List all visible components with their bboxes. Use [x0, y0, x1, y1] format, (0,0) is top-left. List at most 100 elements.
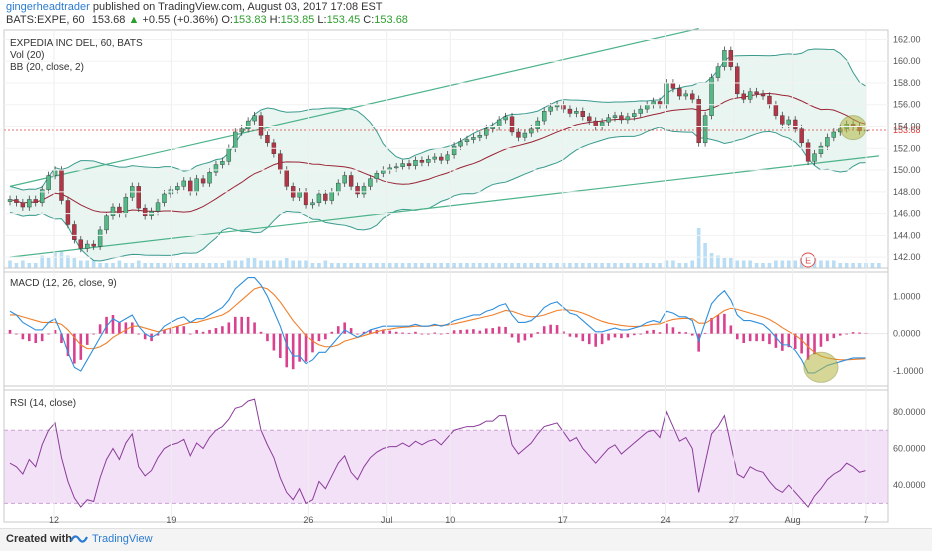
high-label: H:	[269, 14, 281, 26]
macd-histogram-bar	[452, 330, 456, 334]
macd-histogram-bar	[832, 333, 836, 339]
macd-histogram-bar	[143, 333, 147, 340]
x-tick-label: Aug	[785, 515, 801, 525]
volume-bar	[78, 260, 83, 268]
candle-body	[638, 108, 643, 114]
macd-histogram-bar	[684, 332, 688, 334]
volume-bar	[478, 263, 482, 268]
candle-body	[393, 166, 399, 169]
candle-body	[786, 119, 791, 125]
candle-body	[181, 180, 186, 187]
author-link[interactable]: gingerheadtrader	[6, 1, 90, 13]
macd-highlight-circle[interactable]	[803, 351, 839, 383]
price-highlight-circle[interactable]	[839, 115, 867, 141]
volume-bar	[471, 263, 476, 268]
macd-histogram-bar	[124, 322, 128, 334]
macd-histogram-bar	[478, 330, 482, 334]
candle-body	[200, 178, 206, 184]
volume-bar	[503, 263, 508, 268]
candle-body	[155, 202, 161, 212]
macd-histogram-bar	[246, 316, 250, 334]
volume-bar	[259, 260, 263, 268]
macd-histogram-bar	[266, 333, 269, 342]
volume-bar	[265, 260, 270, 268]
volume-bar	[130, 263, 135, 268]
volume-bar	[626, 263, 630, 268]
candle-body	[760, 93, 766, 97]
macd-histogram-bar	[420, 333, 424, 335]
volume-bar	[278, 260, 283, 268]
candle-body	[599, 121, 605, 127]
macd-histogram-bar	[523, 333, 527, 341]
candle-body	[728, 50, 734, 67]
macd-pane[interactable]	[4, 277, 888, 383]
macd-histogram-bar	[774, 333, 778, 348]
candle-body	[226, 148, 232, 162]
publish-line: gingerheadtrader published on TradingVie…	[6, 1, 383, 13]
volume-bar	[709, 253, 714, 268]
macd-histogram-bar	[748, 333, 752, 342]
volume-bar	[214, 263, 218, 268]
volume-bar	[490, 263, 495, 268]
candle-body	[606, 117, 611, 123]
candle-body	[432, 156, 437, 160]
price-tick-label: 150.00	[893, 165, 921, 175]
tradingview-brand-link[interactable]: TradingView	[92, 533, 153, 545]
macd-histogram-bar	[85, 333, 89, 345]
volume-bar	[342, 263, 347, 268]
close-label: C:	[363, 14, 375, 26]
macd-histogram-bar	[465, 329, 469, 334]
chart-header: gingerheadtrader published on TradingVie…	[0, 0, 932, 28]
symbol-label: BATS:EXPE, 60	[6, 14, 85, 26]
chart-area[interactable]: 153.68 E 12 19 26 Jul 10 17 24 27 Aug 7 142.00 144.0…	[0, 28, 932, 526]
ohlc-line: BATS:EXPE, 60 153.68 ▲ +0.55 (+0.36%) O:…	[6, 14, 408, 26]
volume-bar	[85, 260, 90, 268]
up-arrow-icon: ▲	[128, 14, 140, 26]
candle-body	[535, 120, 540, 129]
volume-bar	[722, 258, 727, 268]
macd-histogram-bar	[459, 329, 462, 334]
volume-bar	[535, 263, 540, 268]
macd-histogram-bar	[439, 333, 443, 335]
macd-histogram-bar	[330, 331, 334, 334]
volume-bar	[246, 258, 250, 268]
macd-histogram-bar	[710, 317, 713, 334]
candle-body	[831, 131, 837, 138]
macd-histogram-bar	[781, 333, 784, 351]
candle-body	[812, 153, 817, 162]
earnings-marker-icon[interactable]	[800, 252, 816, 268]
candle-body	[587, 116, 592, 122]
candle-body	[284, 169, 289, 187]
macd-histogram-bar	[343, 322, 346, 334]
candle-body	[342, 175, 347, 184]
candle-body	[316, 193, 322, 203]
volume-bar	[181, 263, 186, 268]
macd-histogram-bar	[755, 333, 758, 342]
macd-line	[9, 277, 866, 374]
channel-upper-line[interactable]	[9, 28, 699, 187]
candle-body	[20, 202, 26, 208]
volume-bar	[568, 263, 572, 268]
footer: Created with TradingView	[0, 528, 932, 551]
candle-body	[194, 178, 199, 193]
price-pane[interactable]: 153.68 E	[4, 28, 928, 268]
volume-bar	[484, 263, 489, 268]
macd-histogram-bar	[735, 333, 739, 340]
macd-histogram-bar	[240, 316, 243, 334]
macd-histogram-bar	[536, 332, 540, 334]
macd-histogram-bar	[336, 326, 340, 334]
candle-body	[7, 199, 13, 202]
volume-bar	[452, 263, 456, 268]
volume-bar	[310, 263, 315, 268]
macd-histogram-bar	[517, 333, 520, 343]
candle-body	[265, 135, 270, 144]
candle-body	[336, 182, 341, 193]
rsi-pane[interactable]	[4, 398, 888, 508]
volume-bar	[40, 255, 44, 268]
candle-body	[773, 104, 779, 116]
volume-bar	[729, 258, 733, 268]
macd-histogram-bar	[446, 332, 449, 334]
macd-histogram-bar	[813, 333, 816, 355]
volume-bar	[323, 260, 328, 268]
candle-body	[329, 191, 335, 201]
